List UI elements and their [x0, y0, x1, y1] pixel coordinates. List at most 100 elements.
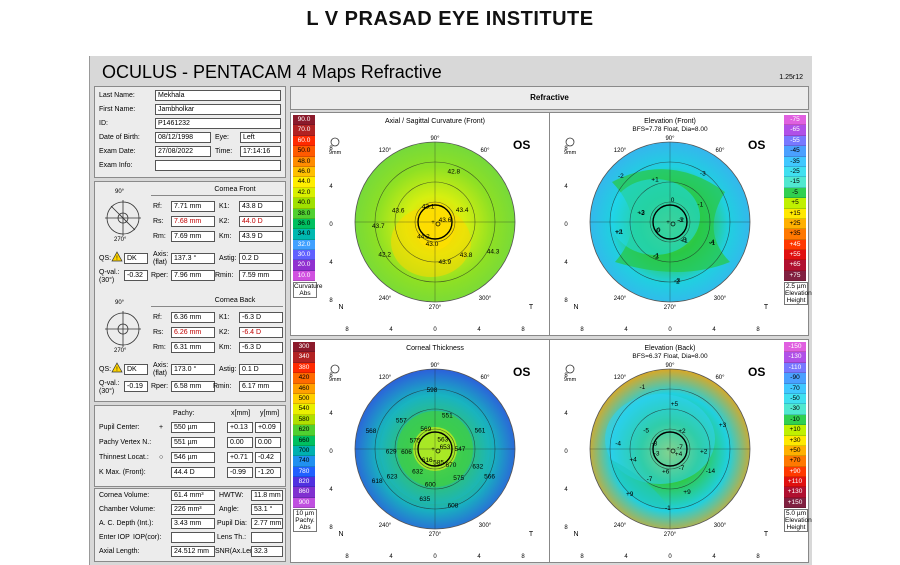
scale-value: 36.0: [293, 218, 315, 230]
map-value: -2: [653, 253, 659, 260]
map-value: -5: [643, 428, 649, 435]
dob-field[interactable]: 08/12/1998: [155, 132, 211, 143]
scale-value: +70: [784, 456, 806, 467]
time-label: Time:: [215, 148, 233, 155]
pachy-row-symbol: ○: [159, 454, 164, 461]
back-rmin-label: Rmin:: [213, 383, 232, 390]
svg-text:!: !: [116, 367, 118, 373]
map-value: 43.4: [456, 207, 469, 214]
y-axis-tick: 4: [564, 184, 568, 190]
elev-back-map-panel[interactable]: -150 -130 -110 -90 -70 -50 -30 -10 +10 +30 +50 +70 +…: [549, 339, 812, 563]
scale-value: +65: [784, 260, 806, 271]
zoom-icon: [330, 364, 340, 374]
map-value: 42.8: [447, 169, 460, 176]
y-axis-tick: 8: [329, 298, 333, 304]
y-axis-tick: 4: [329, 260, 333, 266]
scale-value: 30.0: [293, 250, 315, 261]
temporal-label: T: [764, 531, 769, 538]
map-value: 43.0: [426, 241, 439, 248]
back-diag-270: 270°: [114, 348, 127, 354]
map-value: 606: [401, 449, 412, 456]
map-value: 623: [387, 473, 398, 480]
map-value: -4: [709, 239, 715, 246]
map-value: 43.6: [392, 208, 405, 215]
map-value: 547: [454, 446, 465, 453]
front-qval-value: -0.32: [124, 270, 148, 281]
color-scale: -150 -130 -110 -90 -70 -50 -30 -10 +10 +30 +50 +70 +…: [784, 342, 806, 509]
enter-iop-button[interactable]: Enter IOP: [99, 534, 130, 541]
map-value: 585: [433, 460, 444, 467]
map-value: 44.3: [487, 248, 500, 255]
map-value: 569: [420, 426, 431, 433]
y-axis-tick: 4: [329, 411, 333, 417]
nasal-label: N: [573, 304, 578, 311]
scale-value: +50: [784, 445, 806, 457]
exam-info-field[interactable]: [155, 160, 281, 171]
pachy-row-value: 551 µm: [171, 437, 215, 448]
front-rm-value: 7.69 mm: [171, 231, 215, 242]
scale-value: 60.0: [293, 135, 315, 147]
x-axis-tick: 0: [668, 327, 672, 333]
scale-caption: Curvature Abs: [293, 282, 323, 299]
chamber-volume-label: Chamber Volume:: [99, 506, 156, 513]
map-value: +9: [683, 489, 691, 496]
elev-front-map-panel[interactable]: -75 -65 -55 -45 -35 -25 -15 -5 +5 +15 +25 +35 +45 +55…: [549, 112, 812, 336]
cornea-back-title: Cornea Back: [214, 297, 256, 304]
id-field[interactable]: P1461232: [155, 118, 281, 129]
front-km-value: 43.9 D: [239, 231, 283, 242]
pupil-dia-value: 2.77 mm: [251, 518, 283, 529]
last-name-field[interactable]: Mekhala: [155, 90, 281, 101]
axial-map-panel[interactable]: 90.0 70.0 60.0 50.0 48.0 46.0 44.0 42.0 40.0 38.0…: [290, 112, 550, 336]
pupil-circle: [652, 431, 688, 467]
scale-value: -5: [784, 187, 806, 199]
back-astig-label: Astig:: [219, 366, 237, 373]
map-value: 557: [396, 417, 407, 424]
map-title: Elevation (Front): [644, 118, 696, 125]
cornea-front-title: Cornea Front: [214, 186, 256, 193]
scale-value: -90: [784, 373, 806, 384]
scale-value: 700: [293, 445, 315, 457]
color-scale: -75 -65 -55 -45 -35 -25 -15 -5 +5 +15 +25 +35 +45 +55…: [784, 115, 806, 282]
front-astig-value: 0.2 D: [239, 253, 283, 264]
map-plot: Axial / Sagittal Curvature (Front) OS 9mm 9…: [329, 118, 534, 333]
scale-value: 50.0: [293, 146, 315, 157]
pupil-circle: [652, 204, 688, 240]
patient-panel: Last Name: Mekhala First Name: Jambholka…: [94, 86, 286, 178]
scale-value: 900: [293, 497, 315, 509]
pachy-row-x: -0.99: [227, 467, 253, 478]
back-k1-value: -6.3 D: [239, 312, 283, 323]
scale-value: 70.0: [293, 125, 315, 136]
pachy-row-x: +0.13: [227, 422, 253, 433]
map-value: -1: [654, 253, 660, 260]
back-rm-label: Rm:: [153, 344, 166, 351]
scale-value: 420: [293, 373, 315, 384]
eye-indicator: OS: [748, 365, 765, 379]
exam-date-field[interactable]: 27/08/2022: [155, 146, 211, 157]
scale-value: 740: [293, 456, 315, 467]
map-value: 575: [453, 475, 464, 482]
scale-value: -25: [784, 166, 806, 178]
scale-value: -30: [784, 404, 806, 415]
map-value: +3: [719, 422, 727, 429]
eye-field[interactable]: Left: [240, 132, 281, 143]
scale-value: 32.0: [293, 239, 315, 251]
angle-90-label: 90°: [665, 363, 675, 369]
thickness-map-panel[interactable]: 300 340 380 420 460 500 540 580 620 660 700 740 780 8…: [290, 339, 550, 563]
cornea-volume-label: Cornea Volume:: [99, 492, 150, 499]
map-value: -1: [640, 384, 646, 391]
scale-value: 10.0: [293, 270, 315, 282]
map-value: 43.1: [422, 204, 435, 211]
pupil-center-marker: +: [431, 220, 435, 226]
angle-label: Angle:: [219, 506, 239, 513]
first-name-field[interactable]: Jambholkar: [155, 104, 281, 115]
y-axis-tick: 8: [329, 146, 333, 152]
y-axis-tick: 8: [564, 146, 568, 152]
scale-value: 46.0: [293, 166, 315, 178]
scale-value: -150: [784, 342, 806, 353]
time-field[interactable]: 17:14:16: [240, 146, 281, 157]
map-value: 670: [445, 462, 456, 469]
back-km-value: -6.3 D: [239, 342, 283, 353]
scale-value: 42.0: [293, 187, 315, 199]
axial-length-label: Axial Length:: [99, 548, 140, 555]
zoom-label: 9mm: [329, 150, 342, 156]
